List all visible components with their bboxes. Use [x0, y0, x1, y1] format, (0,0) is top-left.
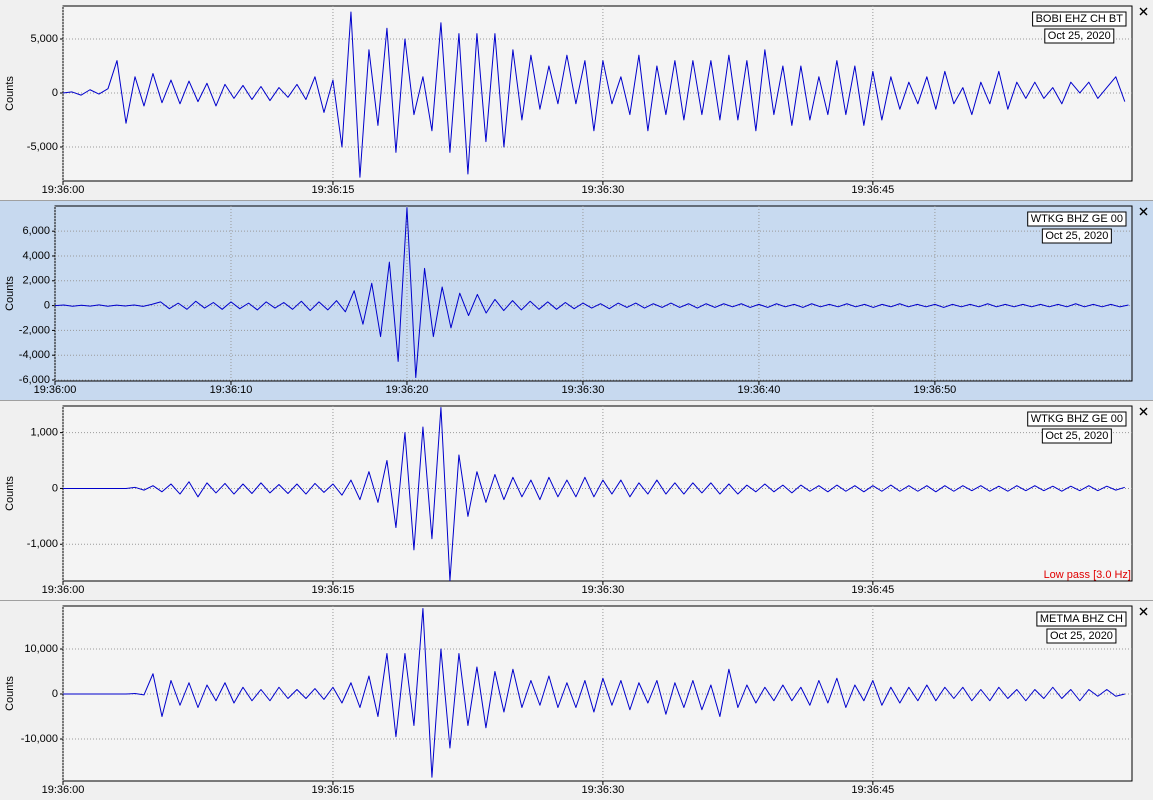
y-tick-label: 0: [52, 482, 58, 494]
date-label: Oct 25, 2020: [1048, 30, 1111, 42]
y-axis-label: Counts: [4, 476, 16, 511]
plot-area: [62, 405, 1133, 582]
x-tick-label: 19:36:10: [210, 384, 253, 396]
x-tick-label: 19:36:40: [738, 384, 781, 396]
x-tick-label: 19:36:30: [581, 184, 624, 196]
y-tick-label: 0: [52, 87, 58, 99]
y-axis-label: Counts: [4, 76, 16, 111]
station-label: METMA BHZ CH: [1040, 613, 1123, 625]
x-tick-label: 19:36:45: [851, 784, 894, 796]
plot-area: [62, 605, 1133, 782]
station-label-box: [1027, 411, 1127, 427]
close-button[interactable]: [1139, 607, 1148, 616]
x-tick-label: 19:36:30: [562, 384, 605, 396]
y-tick-label: 1,000: [30, 427, 58, 439]
x-tick-label: 19:36:00: [42, 584, 85, 596]
x-tick-label: 19:36:45: [851, 584, 894, 596]
waveform: [62, 11, 1126, 178]
plot-area: [62, 5, 1133, 182]
y-axis-label: Counts: [4, 676, 16, 711]
station-label: WTKG BHZ GE 00: [1031, 213, 1123, 225]
date-label: Oct 25, 2020: [1045, 430, 1108, 442]
date-label: Oct 25, 2020: [1050, 630, 1113, 642]
close-button[interactable]: [1139, 207, 1148, 216]
date-label-box: [1046, 628, 1117, 644]
y-tick-label: 0: [44, 299, 50, 311]
y-tick-label: 6,000: [22, 225, 50, 237]
close-icon: [1139, 207, 1148, 216]
date-label-box: [1041, 428, 1112, 444]
y-tick-label: -5,000: [27, 141, 58, 153]
y-tick-label: 0: [52, 688, 58, 700]
y-axis-label: Counts: [4, 276, 16, 311]
station-label-box: [1027, 211, 1127, 227]
y-tick-label: -4,000: [19, 349, 50, 361]
filter-annotation: Low pass [3.0 Hz]: [1044, 569, 1131, 581]
x-tick-label: 19:36:00: [42, 184, 85, 196]
close-icon: [1139, 607, 1148, 616]
close-button[interactable]: [1139, 407, 1148, 416]
station-label-box: [1036, 611, 1127, 627]
y-tick-label: -1,000: [27, 538, 58, 550]
x-tick-label: 19:36:00: [42, 784, 85, 796]
x-tick-label: 19:36:15: [312, 184, 355, 196]
y-tick-label: -2,000: [19, 324, 50, 336]
date-label: Oct 25, 2020: [1045, 230, 1108, 242]
x-tick-label: 19:36:45: [851, 184, 894, 196]
x-tick-label: 19:36:15: [312, 584, 355, 596]
x-tick-label: 19:36:30: [581, 784, 624, 796]
x-tick-label: 19:36:15: [312, 784, 355, 796]
close-icon: [1139, 7, 1148, 16]
x-tick-label: 19:36:30: [581, 584, 624, 596]
station-label-box: [1032, 11, 1127, 27]
x-tick-label: 19:36:00: [34, 384, 77, 396]
waveform: [54, 207, 1129, 379]
date-label-box: [1041, 228, 1112, 244]
y-tick-label: 10,000: [24, 643, 58, 655]
y-tick-label: 4,000: [22, 250, 50, 262]
x-tick-label: 19:36:50: [913, 384, 956, 396]
x-tick-label: 19:36:20: [386, 384, 429, 396]
close-icon: [1139, 407, 1148, 416]
y-tick-label: -6,000: [19, 374, 50, 386]
y-tick-label: 5,000: [30, 33, 58, 45]
waveform: [63, 608, 1125, 778]
plot-area: [54, 205, 1133, 382]
close-button[interactable]: [1139, 7, 1148, 16]
y-tick-label: 2,000: [22, 275, 50, 287]
waveform: [63, 407, 1125, 582]
station-label: BOBI EHZ CH BT: [1036, 13, 1124, 25]
station-label: WTKG BHZ GE 00: [1031, 413, 1123, 425]
date-label-box: [1044, 28, 1115, 44]
y-tick-label: -10,000: [21, 733, 58, 745]
